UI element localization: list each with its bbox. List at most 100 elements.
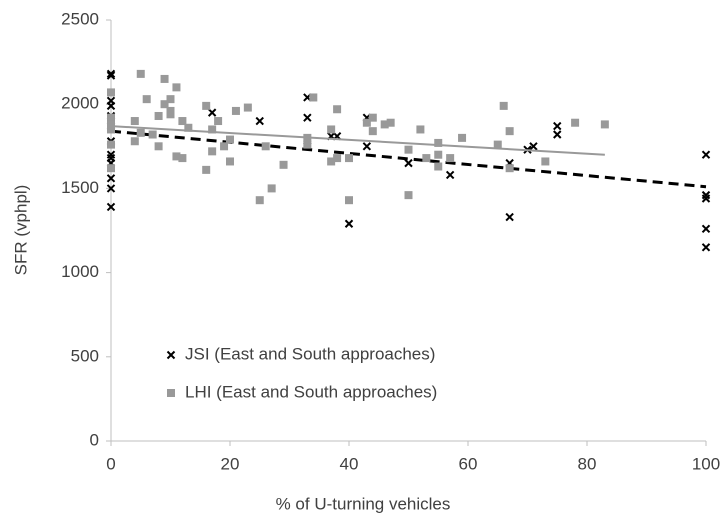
point [458, 133, 467, 142]
x-tick-label: 60 [459, 454, 478, 473]
point [166, 95, 175, 104]
point [380, 120, 389, 129]
point [106, 184, 116, 193]
point [160, 74, 169, 83]
point [154, 111, 163, 120]
point [208, 125, 217, 134]
point [255, 196, 264, 205]
point [416, 125, 425, 134]
legend-marker [166, 350, 176, 360]
point [207, 108, 217, 117]
point [261, 142, 270, 151]
x-tick-label: 0 [106, 454, 115, 473]
point [446, 154, 455, 163]
point [106, 174, 116, 183]
point [130, 137, 139, 146]
point [344, 219, 354, 228]
point [445, 170, 455, 180]
point [345, 196, 353, 205]
point [309, 93, 318, 102]
point [600, 120, 609, 129]
point [130, 117, 139, 126]
point [106, 71, 116, 80]
point [136, 69, 145, 78]
point [553, 121, 562, 131]
point [303, 140, 312, 149]
y-tick-label: 2500 [61, 9, 99, 28]
x-tick-label: 100 [692, 454, 720, 473]
point [184, 123, 193, 132]
point [142, 95, 151, 104]
point [172, 83, 181, 92]
y-tick-label: 500 [71, 346, 99, 365]
point [499, 101, 508, 110]
point [434, 150, 443, 159]
point [106, 101, 116, 111]
point [404, 158, 413, 168]
point [154, 142, 163, 151]
point [107, 125, 115, 134]
point [386, 118, 395, 127]
point [701, 243, 711, 252]
point [505, 212, 514, 222]
y-tick-label: 1000 [61, 262, 99, 281]
point [172, 152, 181, 161]
point [107, 88, 115, 97]
point [701, 194, 711, 203]
x-tick-label: 40 [340, 454, 359, 473]
point [553, 130, 562, 139]
point [701, 224, 711, 234]
point [106, 69, 116, 79]
point [404, 145, 413, 154]
point [214, 117, 223, 126]
point [107, 140, 115, 149]
x-axis-title: % of U-turning vehicles [276, 494, 451, 513]
point [701, 150, 711, 159]
point [160, 100, 169, 109]
point [303, 133, 312, 142]
point [178, 154, 187, 163]
point [333, 154, 342, 163]
point [362, 118, 371, 127]
x-tick-label: 20 [221, 454, 240, 473]
point [345, 154, 353, 163]
trendline [110, 125, 605, 156]
point [243, 103, 252, 112]
point [333, 105, 342, 114]
y-tick-label: 0 [90, 430, 99, 449]
point [434, 138, 443, 147]
point [327, 125, 336, 134]
y-axis-title: SFR (vphpl) [11, 185, 30, 276]
point [505, 164, 514, 173]
point [148, 130, 157, 139]
point [202, 165, 211, 174]
point [220, 142, 229, 151]
y-tick-label: 1500 [61, 178, 99, 197]
point [434, 162, 443, 171]
point [107, 113, 115, 122]
point [255, 116, 264, 126]
point [107, 164, 115, 173]
point [541, 157, 550, 166]
point [571, 118, 580, 127]
legend-label: JSI (East and South approaches) [185, 344, 435, 363]
point [107, 120, 115, 129]
point [226, 157, 234, 166]
point [106, 202, 116, 212]
point [166, 110, 175, 119]
point [529, 142, 538, 151]
point [231, 106, 240, 115]
point [368, 127, 377, 136]
point [178, 117, 187, 126]
x-tick-label: 80 [578, 454, 597, 473]
point [303, 113, 312, 122]
point [505, 127, 514, 136]
point [362, 142, 372, 151]
point [279, 160, 288, 169]
point [493, 140, 502, 149]
legend-marker [167, 389, 175, 397]
point [267, 184, 276, 193]
point [422, 154, 431, 163]
point [327, 157, 336, 166]
